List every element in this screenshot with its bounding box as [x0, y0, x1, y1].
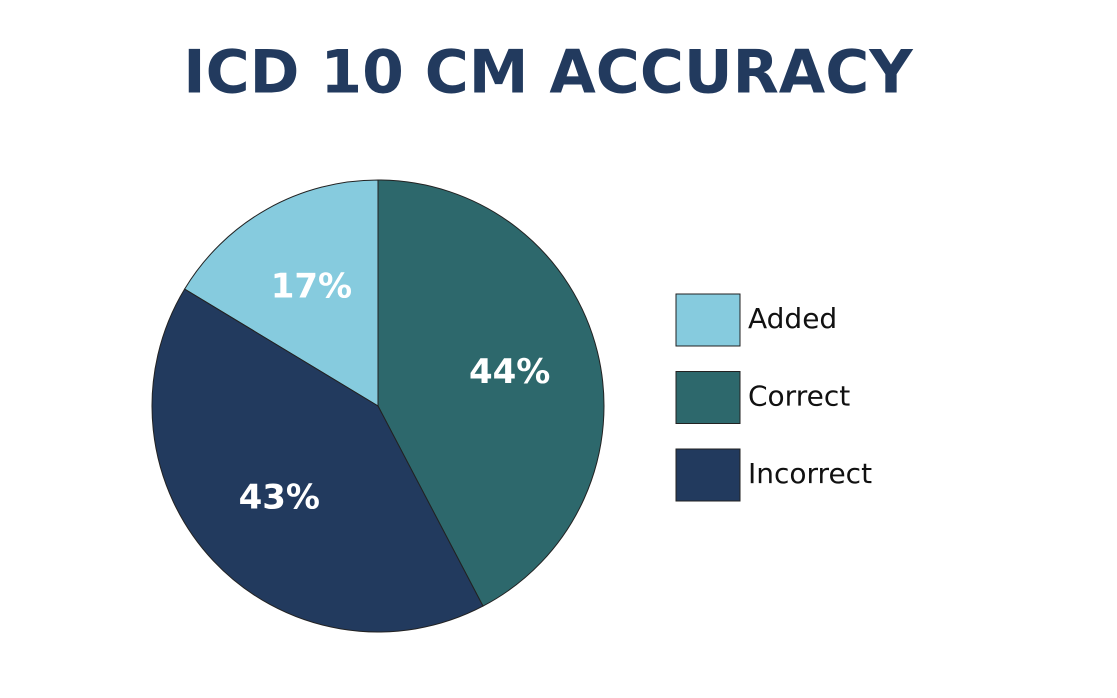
pie-slice [183, 179, 379, 407]
data-label: 17% [271, 266, 352, 306]
pie-slice [151, 288, 484, 633]
pie-slice [377, 179, 605, 607]
legend-label: Added [748, 302, 837, 335]
legend-label: Correct [748, 380, 850, 413]
data-label: 44% [469, 352, 550, 392]
legend-swatch [675, 448, 741, 502]
data-label: 43% [239, 477, 320, 517]
chart-title: ICD 10 CM ACCURACY [183, 38, 914, 108]
legend-swatch [675, 293, 741, 347]
legend-swatch [675, 371, 741, 424]
legend-label: Incorrect [748, 457, 872, 490]
